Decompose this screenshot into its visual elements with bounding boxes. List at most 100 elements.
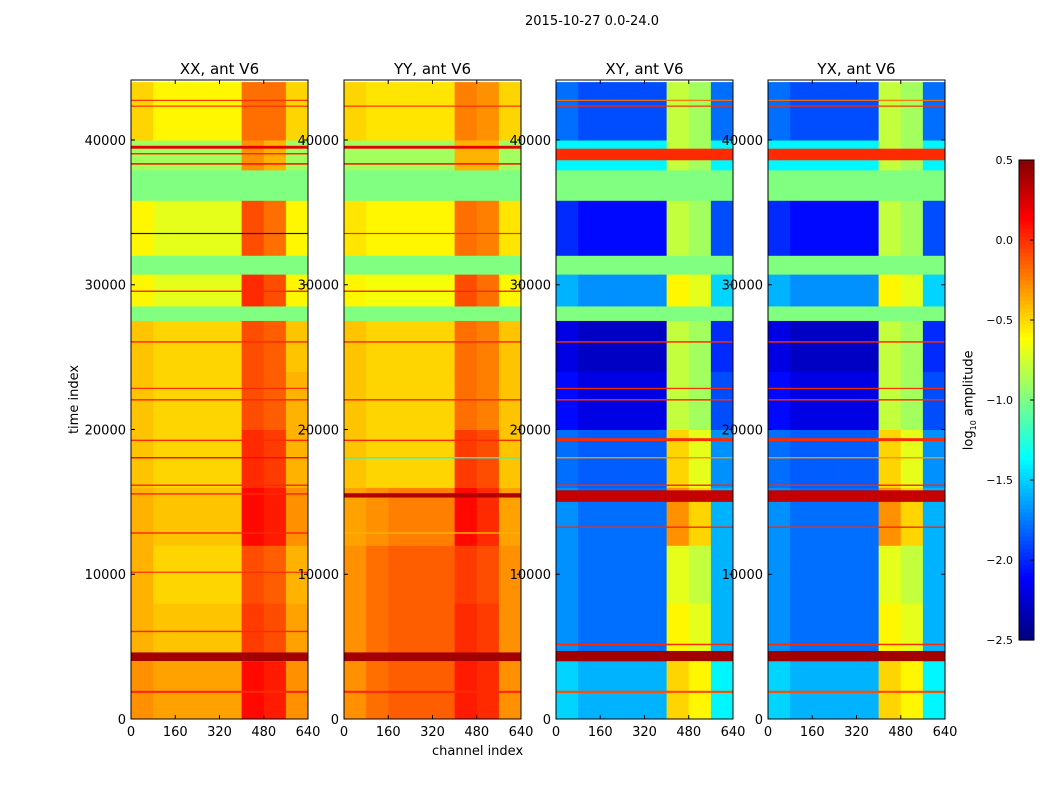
heatmap-band: [344, 493, 521, 498]
heatmap-cell: [622, 661, 645, 720]
colorbar-segment: [1019, 584, 1034, 589]
heatmap-cell: [410, 82, 433, 141]
heatmap-cell: [556, 661, 579, 720]
colorbar-segment: [1019, 464, 1034, 469]
heatmap-cell: [622, 545, 645, 604]
heatmap-cell: [878, 545, 902, 604]
x-tick-label: 320: [207, 725, 232, 740]
heatmap-band: [556, 255, 733, 275]
heatmap-cell: [578, 371, 601, 430]
heatmap-band: [344, 532, 521, 534]
heatmap-cell: [600, 545, 623, 604]
colorbar-segment: [1019, 512, 1034, 517]
heatmap-band: [131, 571, 308, 573]
x-tick-label: 160: [588, 725, 613, 740]
heatmap-cell: [856, 545, 880, 604]
heatmap-cell: [688, 197, 712, 257]
colorbar-segment: [1019, 508, 1034, 513]
heatmap-cell: [644, 313, 668, 373]
heatmap-cell: [666, 545, 690, 604]
heatmap-cell: [285, 545, 309, 604]
heatmap-cell: [768, 371, 791, 430]
heatmap-band: [131, 153, 308, 155]
heatmap-band: [131, 255, 308, 275]
heatmap-cell: [410, 197, 433, 257]
heatmap-cell: [285, 661, 309, 720]
heatmap-band: [556, 526, 733, 528]
y-tick-label: 20000: [85, 423, 126, 438]
heatmap-cell: [622, 429, 645, 488]
colorbar-segment: [1019, 176, 1034, 181]
heatmap-cell: [710, 661, 734, 720]
heatmap-cell: [344, 371, 367, 430]
colorbar-segment: [1019, 412, 1034, 417]
colorbar-segment: [1019, 620, 1034, 625]
heatmap-cell: [197, 603, 220, 662]
heatmap-cell: [878, 371, 902, 430]
colorbar-segment: [1019, 548, 1034, 553]
heatmap-cell: [834, 487, 857, 546]
heatmap-cell: [790, 82, 813, 141]
heatmap-cell: [197, 661, 220, 720]
x-tick-label: 160: [800, 725, 825, 740]
colorbar-segment: [1019, 232, 1034, 237]
heatmap-cell: [476, 371, 500, 430]
heatmap-band: [768, 457, 945, 459]
heatmap-cell: [922, 197, 946, 257]
heatmap-cell: [498, 371, 522, 430]
heatmap-cell: [366, 429, 389, 488]
colorbar-segment: [1019, 632, 1034, 637]
heatmap-cell: [263, 82, 287, 141]
colorbar-segment: [1019, 216, 1034, 221]
heatmap-band: [768, 650, 945, 662]
colorbar-segment: [1019, 348, 1034, 353]
y-tick-label: 40000: [510, 134, 551, 149]
heatmap-cell: [454, 661, 478, 720]
heatmap-cell: [644, 371, 668, 430]
colorbar-segment: [1019, 256, 1034, 261]
heatmap-cell: [922, 661, 946, 720]
heatmap-cell: [410, 603, 433, 662]
heatmap-cell: [263, 197, 287, 257]
colorbar-segment: [1019, 272, 1034, 277]
colorbar-segment: [1019, 248, 1034, 253]
x-tick-label: 320: [844, 725, 869, 740]
heatmap-cell: [710, 371, 734, 430]
heatmap-cell: [768, 429, 791, 488]
colorbar-segment: [1019, 164, 1034, 169]
heatmap-cell: [688, 429, 712, 488]
colorbar-segment: [1019, 188, 1034, 193]
heatmap-band: [344, 457, 521, 459]
colorbar-segment: [1019, 312, 1034, 317]
heatmap-cell: [153, 371, 176, 430]
heatmap-cell: [388, 603, 411, 662]
colorbar-segment: [1019, 344, 1034, 349]
colorbar-segment: [1019, 600, 1034, 605]
heatmap-cell: [410, 371, 433, 430]
colorbar-segment: [1019, 428, 1034, 433]
heatmap-cell: [498, 429, 522, 488]
heatmap-cell: [768, 313, 791, 373]
heatmap-cell: [263, 545, 287, 604]
heatmap-band: [344, 652, 521, 662]
colorbar-segment: [1019, 532, 1034, 537]
colorbar-segment: [1019, 596, 1034, 601]
heatmap-cell: [622, 197, 645, 257]
heatmap-cell: [344, 82, 367, 141]
heatmap-cell: [688, 313, 712, 373]
heatmap-band: [556, 99, 733, 101]
heatmap-band: [768, 148, 945, 161]
colorbar-segment: [1019, 416, 1034, 421]
heatmap-cell: [388, 313, 411, 373]
heatmap-cell: [856, 82, 880, 141]
colorbar-segment: [1019, 452, 1034, 457]
colorbar-segment: [1019, 368, 1034, 373]
heatmap-cell: [878, 487, 902, 546]
heatmap-cell: [710, 82, 734, 141]
heatmap-cell: [688, 603, 712, 662]
colorbar-segment: [1019, 420, 1034, 425]
heatmap-cell: [476, 603, 500, 662]
heatmap-band: [131, 306, 308, 321]
colorbar-segment: [1019, 220, 1034, 225]
heatmap-cell: [175, 313, 198, 373]
